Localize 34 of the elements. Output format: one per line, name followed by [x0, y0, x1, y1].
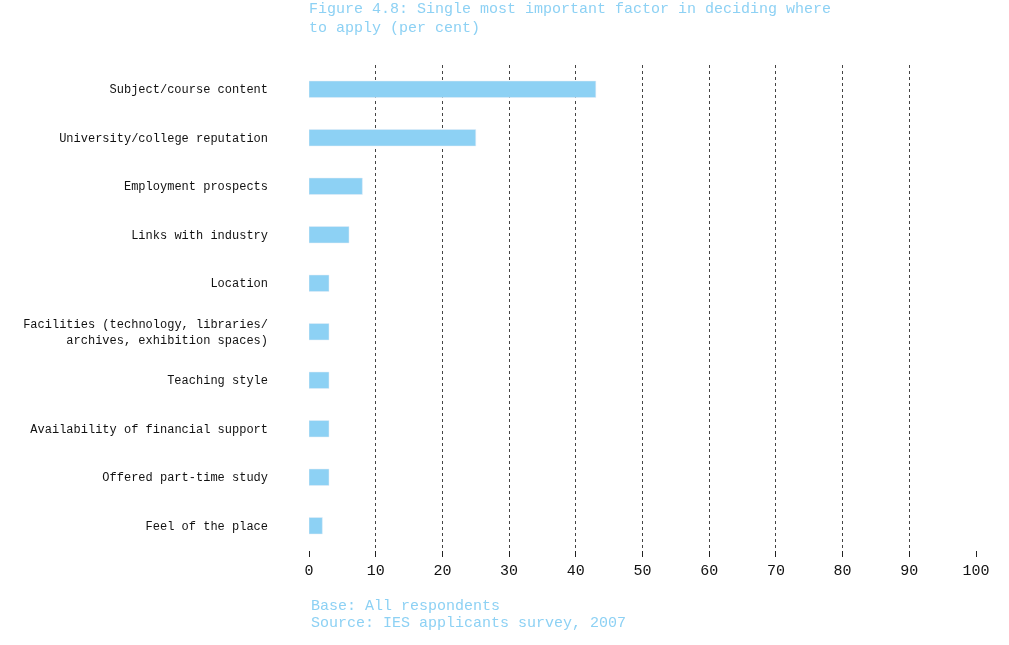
x-tick-label: 20	[433, 563, 452, 580]
x-tick-label: 40	[566, 563, 585, 580]
x-tick-label: 10	[366, 563, 385, 580]
x-tick-label: 100	[962, 563, 990, 580]
x-tick-label: 80	[833, 563, 852, 580]
y-tick-label: Feel of the place	[145, 519, 268, 534]
y-tick-label: Employment prospects	[123, 180, 268, 195]
x-tick-label: 60	[700, 563, 719, 580]
bar	[309, 371, 330, 389]
source-note: Source: IES applicants survey, 2007	[311, 615, 627, 632]
x-tick-label: 30	[500, 563, 519, 580]
x-tick-label: 90	[900, 563, 919, 580]
y-tick-label: Location	[210, 277, 268, 292]
bar	[309, 226, 350, 244]
bar	[309, 468, 330, 486]
bar	[309, 274, 330, 292]
chart-title: Figure 4.8: Single most important factor in deciding where to apply (per cent)	[309, 0, 832, 38]
bar	[309, 129, 476, 147]
bar	[309, 80, 597, 98]
y-tick-label: Offered part-time study	[102, 471, 268, 486]
x-tick-label: 50	[633, 563, 652, 580]
text: Base: All respondents	[311, 598, 501, 615]
y-tick-label: Availability of financial support	[30, 422, 268, 437]
y-tick-label: Facilities (technology, libraries/ archives, exhibition spaces)	[23, 318, 268, 348]
y-tick-label: University/college reputation	[59, 131, 268, 146]
y-tick-label: Teaching style	[167, 374, 268, 389]
bar	[309, 323, 330, 341]
x-tick-label: 70	[766, 563, 785, 580]
bar	[309, 517, 323, 535]
x-tick-label: 0	[304, 563, 314, 580]
y-tick-label: Subject/course content	[109, 83, 268, 98]
bar	[309, 177, 363, 195]
bar	[309, 420, 330, 438]
y-tick-label: Links with industry	[131, 228, 268, 243]
